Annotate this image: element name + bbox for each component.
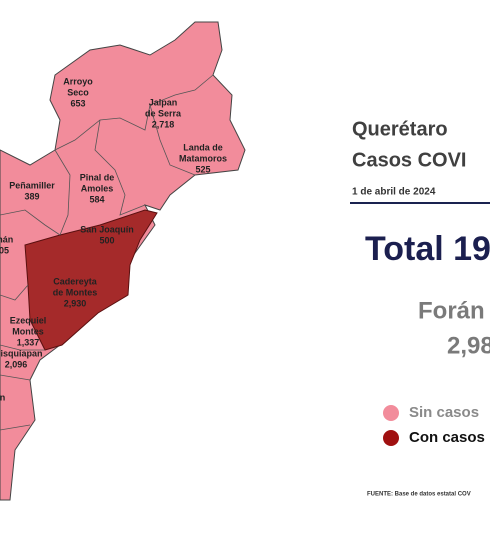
- municipality-name: an: [0, 392, 5, 402]
- municipality-cases: 2,096: [5, 359, 28, 369]
- source: FUENTE: Base de datos estatal COV: [367, 492, 471, 498]
- municipality-name: Cadereyta: [53, 276, 98, 286]
- municipality-cases: 653: [70, 98, 85, 108]
- municipality-cases: 525: [195, 164, 210, 174]
- municipality-name: Arroyo: [63, 76, 93, 86]
- map: [0, 21, 246, 501]
- municipality-name: Landa de: [183, 142, 223, 152]
- title: Casos COVI: [352, 149, 466, 171]
- municipality-cases: 2,718: [152, 119, 175, 129]
- legend-swatch: [383, 405, 399, 421]
- municipality-name: Ezequiel: [10, 315, 47, 325]
- total: Total 19: [365, 230, 490, 268]
- legend-label: Sin casos: [409, 404, 479, 421]
- municipality-name: San Joaquín: [80, 224, 134, 234]
- municipality-name: quisquiapan: [0, 348, 43, 358]
- municipality-cases: 389: [24, 191, 39, 201]
- title: Querétaro: [352, 118, 448, 140]
- municipality-cases: 584: [89, 194, 104, 204]
- municipality-name: mán: [0, 234, 13, 244]
- cadereyta: [24, 209, 158, 351]
- legend-swatch: [383, 430, 399, 446]
- municipality-cases: 05: [0, 245, 9, 255]
- legend-label: Con casos: [409, 429, 485, 446]
- foreign-value: 2,98: [447, 332, 490, 359]
- municipality-name: Montes: [12, 326, 44, 336]
- date: 1 de abril de 2024: [352, 187, 436, 198]
- municipality-name: Peñamiller: [9, 180, 55, 190]
- foreign-label: Forán: [418, 297, 485, 324]
- municipality-cases: 1,337: [17, 337, 40, 347]
- borders: [0, 74, 214, 431]
- municipality-name: Matamoros: [179, 153, 227, 163]
- municipality-cases: 500: [99, 235, 114, 245]
- municipality-name: Pinal de: [80, 172, 115, 182]
- municipality-name: de Montes: [53, 287, 98, 297]
- municipality-name: Amoles: [81, 183, 114, 193]
- municipality-name: Seco: [67, 87, 89, 97]
- municipality-name: Jalpan: [149, 97, 178, 107]
- municipality-cases: 2,930: [64, 298, 87, 308]
- municipality-name: de Serra: [145, 108, 182, 118]
